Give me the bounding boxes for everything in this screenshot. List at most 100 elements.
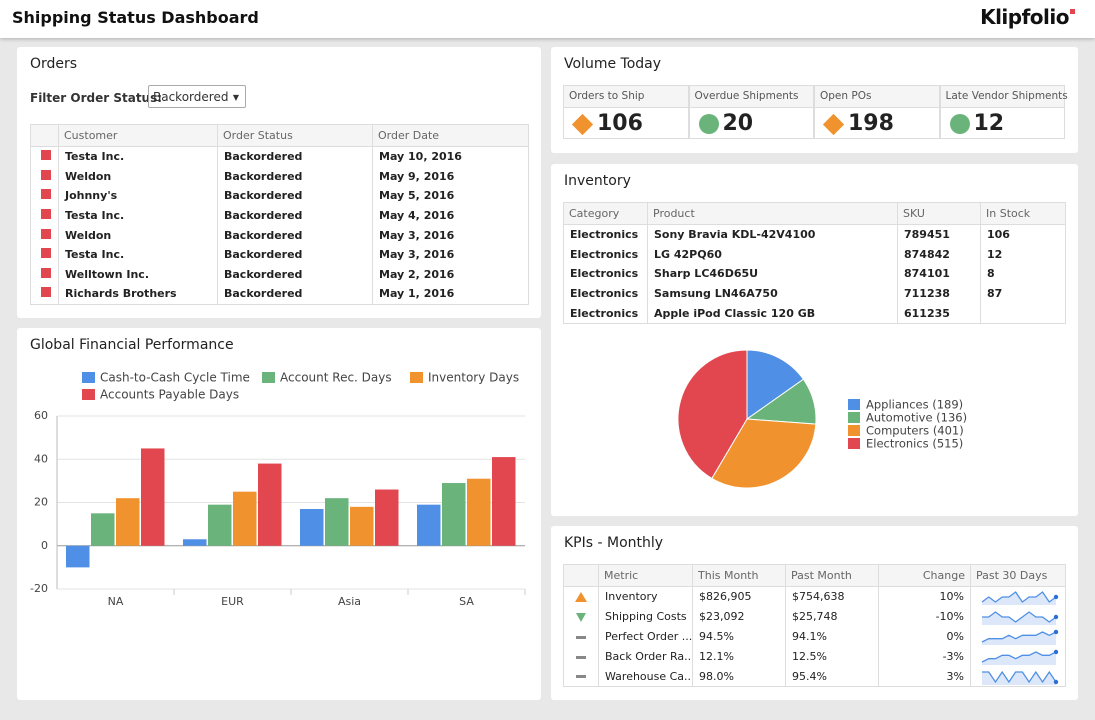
panel-title: Inventory [564, 173, 631, 189]
header-cell: This Month [692, 564, 786, 587]
kpi-value-row: 198 [815, 108, 939, 140]
cell: Testa Inc. [58, 244, 218, 265]
kpi-icon [698, 114, 719, 134]
cell: 95.4% [785, 666, 879, 687]
trend-cell [970, 606, 1066, 627]
order-row: Weldon Backordered May 3, 2016 [30, 225, 529, 245]
kpi-row: Back Order Ra... 12.1% 12.5% -3% [563, 646, 1066, 667]
filter-value: Backordered [153, 90, 229, 104]
status-square [41, 169, 51, 180]
status-square [41, 267, 51, 278]
financial-panel: Global Financial Performance [17, 328, 541, 700]
cell: Back Order Ra... [598, 646, 693, 667]
cell: May 3, 2016 [372, 225, 529, 245]
cell: Shipping Costs [598, 606, 693, 627]
kpi-value-row: 12 [941, 108, 1065, 140]
cell: $826,905 [692, 586, 786, 607]
status-cell [563, 666, 599, 687]
header-cell: Order Status [217, 124, 373, 147]
kpi-row: Shipping Costs $23,092 $25,748 -10% [563, 606, 1066, 627]
status-square [41, 228, 51, 239]
status-cell [30, 205, 59, 226]
status-icon [576, 612, 586, 622]
cell: 87 [980, 283, 1066, 304]
status-cell [30, 244, 59, 265]
cell [980, 303, 1066, 324]
kpi-value-row: 20 [690, 108, 814, 140]
status-square [41, 248, 51, 259]
cell: 10% [878, 586, 971, 607]
kpi-card: Late Vendor Shipments 12 [939, 85, 1068, 140]
orders-table: Customer Order Status Order Date Testa Inc.… [30, 124, 529, 305]
cell: May 4, 2016 [372, 205, 529, 226]
cell: 12.5% [785, 646, 879, 667]
cell: 611235 [897, 303, 981, 324]
cell: Backordered [217, 284, 373, 304]
cell: Backordered [217, 146, 373, 167]
kpi-icon [571, 113, 594, 136]
header-cell: Order Date [372, 124, 529, 147]
cell: Electronics [563, 224, 648, 245]
status-cell [563, 606, 599, 627]
header-cell: Customer [58, 124, 218, 147]
cell: May 5, 2016 [372, 185, 529, 206]
header-row: Category Product SKU In Stock [563, 202, 1066, 225]
order-row: Testa Inc. Backordered May 10, 2016 [30, 146, 529, 167]
cell: 94.1% [785, 626, 879, 647]
kpi-value-row: 106 [564, 108, 688, 140]
order-row: Johnny's Backordered May 5, 2016 [30, 185, 529, 206]
cell: 94.5% [692, 626, 786, 647]
filter-select[interactable]: Backordered ▼ [148, 85, 246, 108]
panel-title: KPIs - Monthly [564, 535, 664, 551]
filter-label: Filter Order Status: [30, 91, 163, 105]
cell: May 2, 2016 [372, 264, 529, 285]
cell: Richards Brothers [58, 284, 218, 304]
panel-title: Volume Today [564, 56, 662, 72]
status-cell [563, 646, 599, 667]
status-cell [30, 225, 59, 245]
kpi-icon [949, 114, 970, 134]
cell: Backordered [217, 225, 373, 245]
status-cell [563, 626, 599, 647]
order-row: Welltown Inc. Backordered May 2, 2016 [30, 264, 529, 285]
logo: Klipfolio [980, 5, 1075, 29]
cell: 106 [980, 224, 1066, 245]
status-cell [30, 264, 59, 285]
header-cell: Past 30 Days [970, 564, 1066, 587]
cell: May 3, 2016 [372, 244, 529, 265]
cell: May 1, 2016 [372, 284, 529, 304]
cell: -10% [878, 606, 971, 627]
cell: 98.0% [692, 666, 786, 687]
order-row: Testa Inc. Backordered May 3, 2016 [30, 244, 529, 265]
cell: May 10, 2016 [372, 146, 529, 167]
cell: Testa Inc. [58, 205, 218, 226]
inventory-row: Electronics Apple iPod Classic 120 GB 6112… [563, 303, 1066, 324]
cell: 12.1% [692, 646, 786, 667]
header-cell: In Stock [980, 202, 1066, 225]
cell: Backordered [217, 244, 373, 265]
kpi-card: Open POs 198 [814, 85, 940, 139]
kpi-value: 198 [848, 111, 894, 136]
kpi-label: Overdue Shipments [689, 86, 813, 108]
status-square [41, 208, 51, 219]
cell: Testa Inc. [58, 146, 218, 167]
cell: Welltown Inc. [58, 264, 218, 285]
cell: 12 [980, 244, 1066, 265]
status-icon [575, 592, 587, 603]
panel-title: Orders [30, 56, 78, 72]
cell: Electronics [563, 264, 648, 284]
order-row: Richards Brothers Backordered May 1, 2016 [30, 284, 529, 304]
kpi-value: 12 [973, 111, 1005, 136]
cell: Electronics [563, 303, 648, 324]
cell: Backordered [217, 166, 373, 186]
cell: $754,638 [785, 586, 879, 607]
status-cell [30, 146, 59, 167]
header-cell [30, 124, 59, 147]
cell: Weldon [58, 225, 218, 245]
header-row: Customer Order Status Order Date [30, 124, 529, 147]
inventory-row: Electronics Samsung LN46A750 711238 87 [563, 283, 1066, 304]
cell: Sharp LC46D65U [647, 264, 898, 284]
kpi-label: Late Vendor Shipments [940, 86, 1068, 108]
status-cell [30, 185, 59, 206]
kpi-row: Inventory $826,905 $754,638 10% [563, 586, 1066, 607]
